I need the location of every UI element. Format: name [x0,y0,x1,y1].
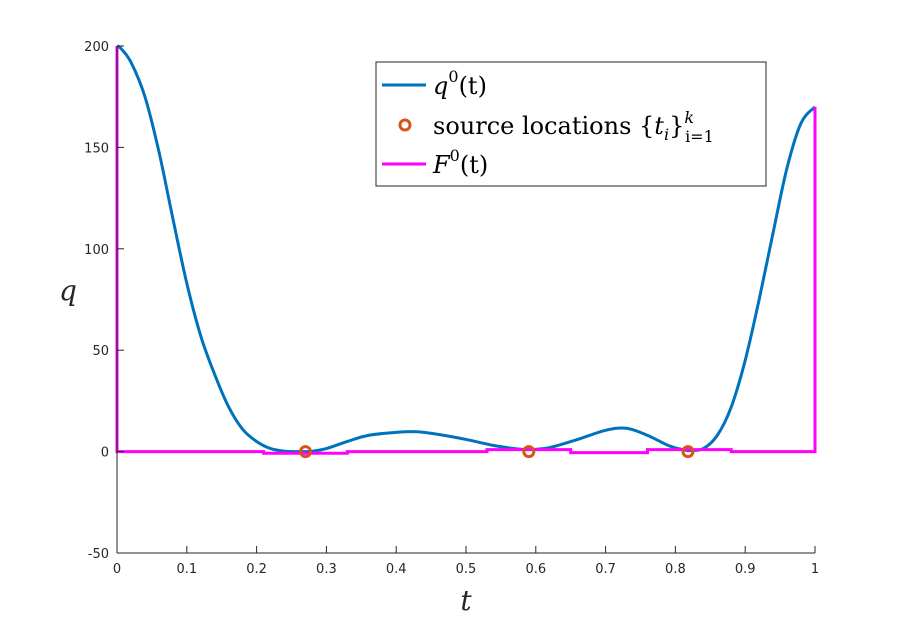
x-tick-label: 0.9 [735,562,756,577]
y-tick-label: 0 [101,446,109,461]
x-tick-label: 0.3 [316,562,337,577]
legend-swatch-src [398,118,412,132]
x-tick-label: 0.7 [595,562,616,577]
y-tick-label: -50 [88,547,109,562]
y-tick-label: 100 [84,243,109,258]
y-axis-title: q [59,274,77,307]
series-layer [115,44,817,459]
legend-entry-F0: F0(t) [382,146,488,179]
x-axis-title: t [460,584,472,617]
series-step-F0 [115,46,817,455]
legend-label-q0: q0(t) [433,67,487,100]
x-tick-label: 0.1 [176,562,197,577]
x-tick-label: 0.2 [246,562,267,577]
x-tick-label: 0.6 [525,562,546,577]
series-line-q0 [116,44,817,454]
x-tick-label: 0.8 [665,562,686,577]
x-tick-label: 1 [811,562,819,577]
y-tick-label: 150 [84,141,109,156]
legend-label-F0: F0(t) [432,146,488,179]
legend-entry-q0: q0(t) [382,67,487,100]
x-tick-label: 0.4 [386,562,407,577]
y-tick-label: 200 [84,40,109,55]
source-point [522,445,536,459]
source-point [681,445,695,459]
legend-box [375,61,767,187]
legend-entry-src: source locations {ti}k i=1 [398,108,714,146]
x-tick-label: 0 [113,562,121,577]
legend: q0(t) source locations {ti}k i=1 F0(t) [375,61,767,187]
legend-label-src: source locations {ti}k i=1 [433,108,714,146]
plot-area: 0 0.1 0.2 0.3 0.4 0.5 0.6 0.7 0.8 0.9 1 -50 0 50 100 1… [84,40,819,577]
y-tick-label: 50 [92,344,109,359]
x-ticks: 0 0.1 0.2 0.3 0.4 0.5 0.6 0.7 0.8 0.9 1 [113,546,819,577]
x-tick-label: 0.5 [456,562,477,577]
y-ticks: -50 0 50 100 150 200 [84,40,124,562]
source-point [298,445,312,459]
